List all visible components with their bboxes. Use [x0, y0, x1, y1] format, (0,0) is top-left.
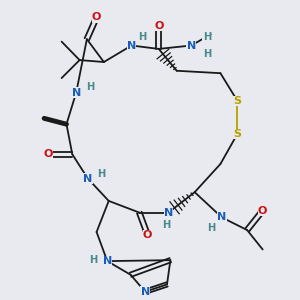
Text: O: O — [154, 21, 164, 31]
Text: N: N — [187, 40, 196, 50]
Text: H: H — [162, 220, 170, 230]
Text: N: N — [140, 287, 150, 297]
Text: N: N — [164, 208, 173, 218]
Text: S: S — [233, 96, 242, 106]
Text: H: H — [97, 169, 106, 179]
Text: H: H — [203, 32, 211, 42]
Text: N: N — [103, 256, 112, 266]
Text: S: S — [233, 129, 242, 139]
Text: O: O — [43, 149, 53, 159]
Text: O: O — [92, 12, 101, 22]
Text: N: N — [72, 88, 81, 98]
Text: H: H — [86, 82, 94, 92]
Text: N: N — [127, 40, 136, 50]
Text: O: O — [258, 206, 267, 216]
Text: H: H — [203, 49, 211, 59]
Text: H: H — [207, 223, 215, 233]
Text: H: H — [138, 32, 146, 42]
Text: O: O — [143, 230, 152, 240]
Text: H: H — [89, 255, 98, 265]
Text: N: N — [217, 212, 226, 222]
Text: N: N — [83, 174, 92, 184]
